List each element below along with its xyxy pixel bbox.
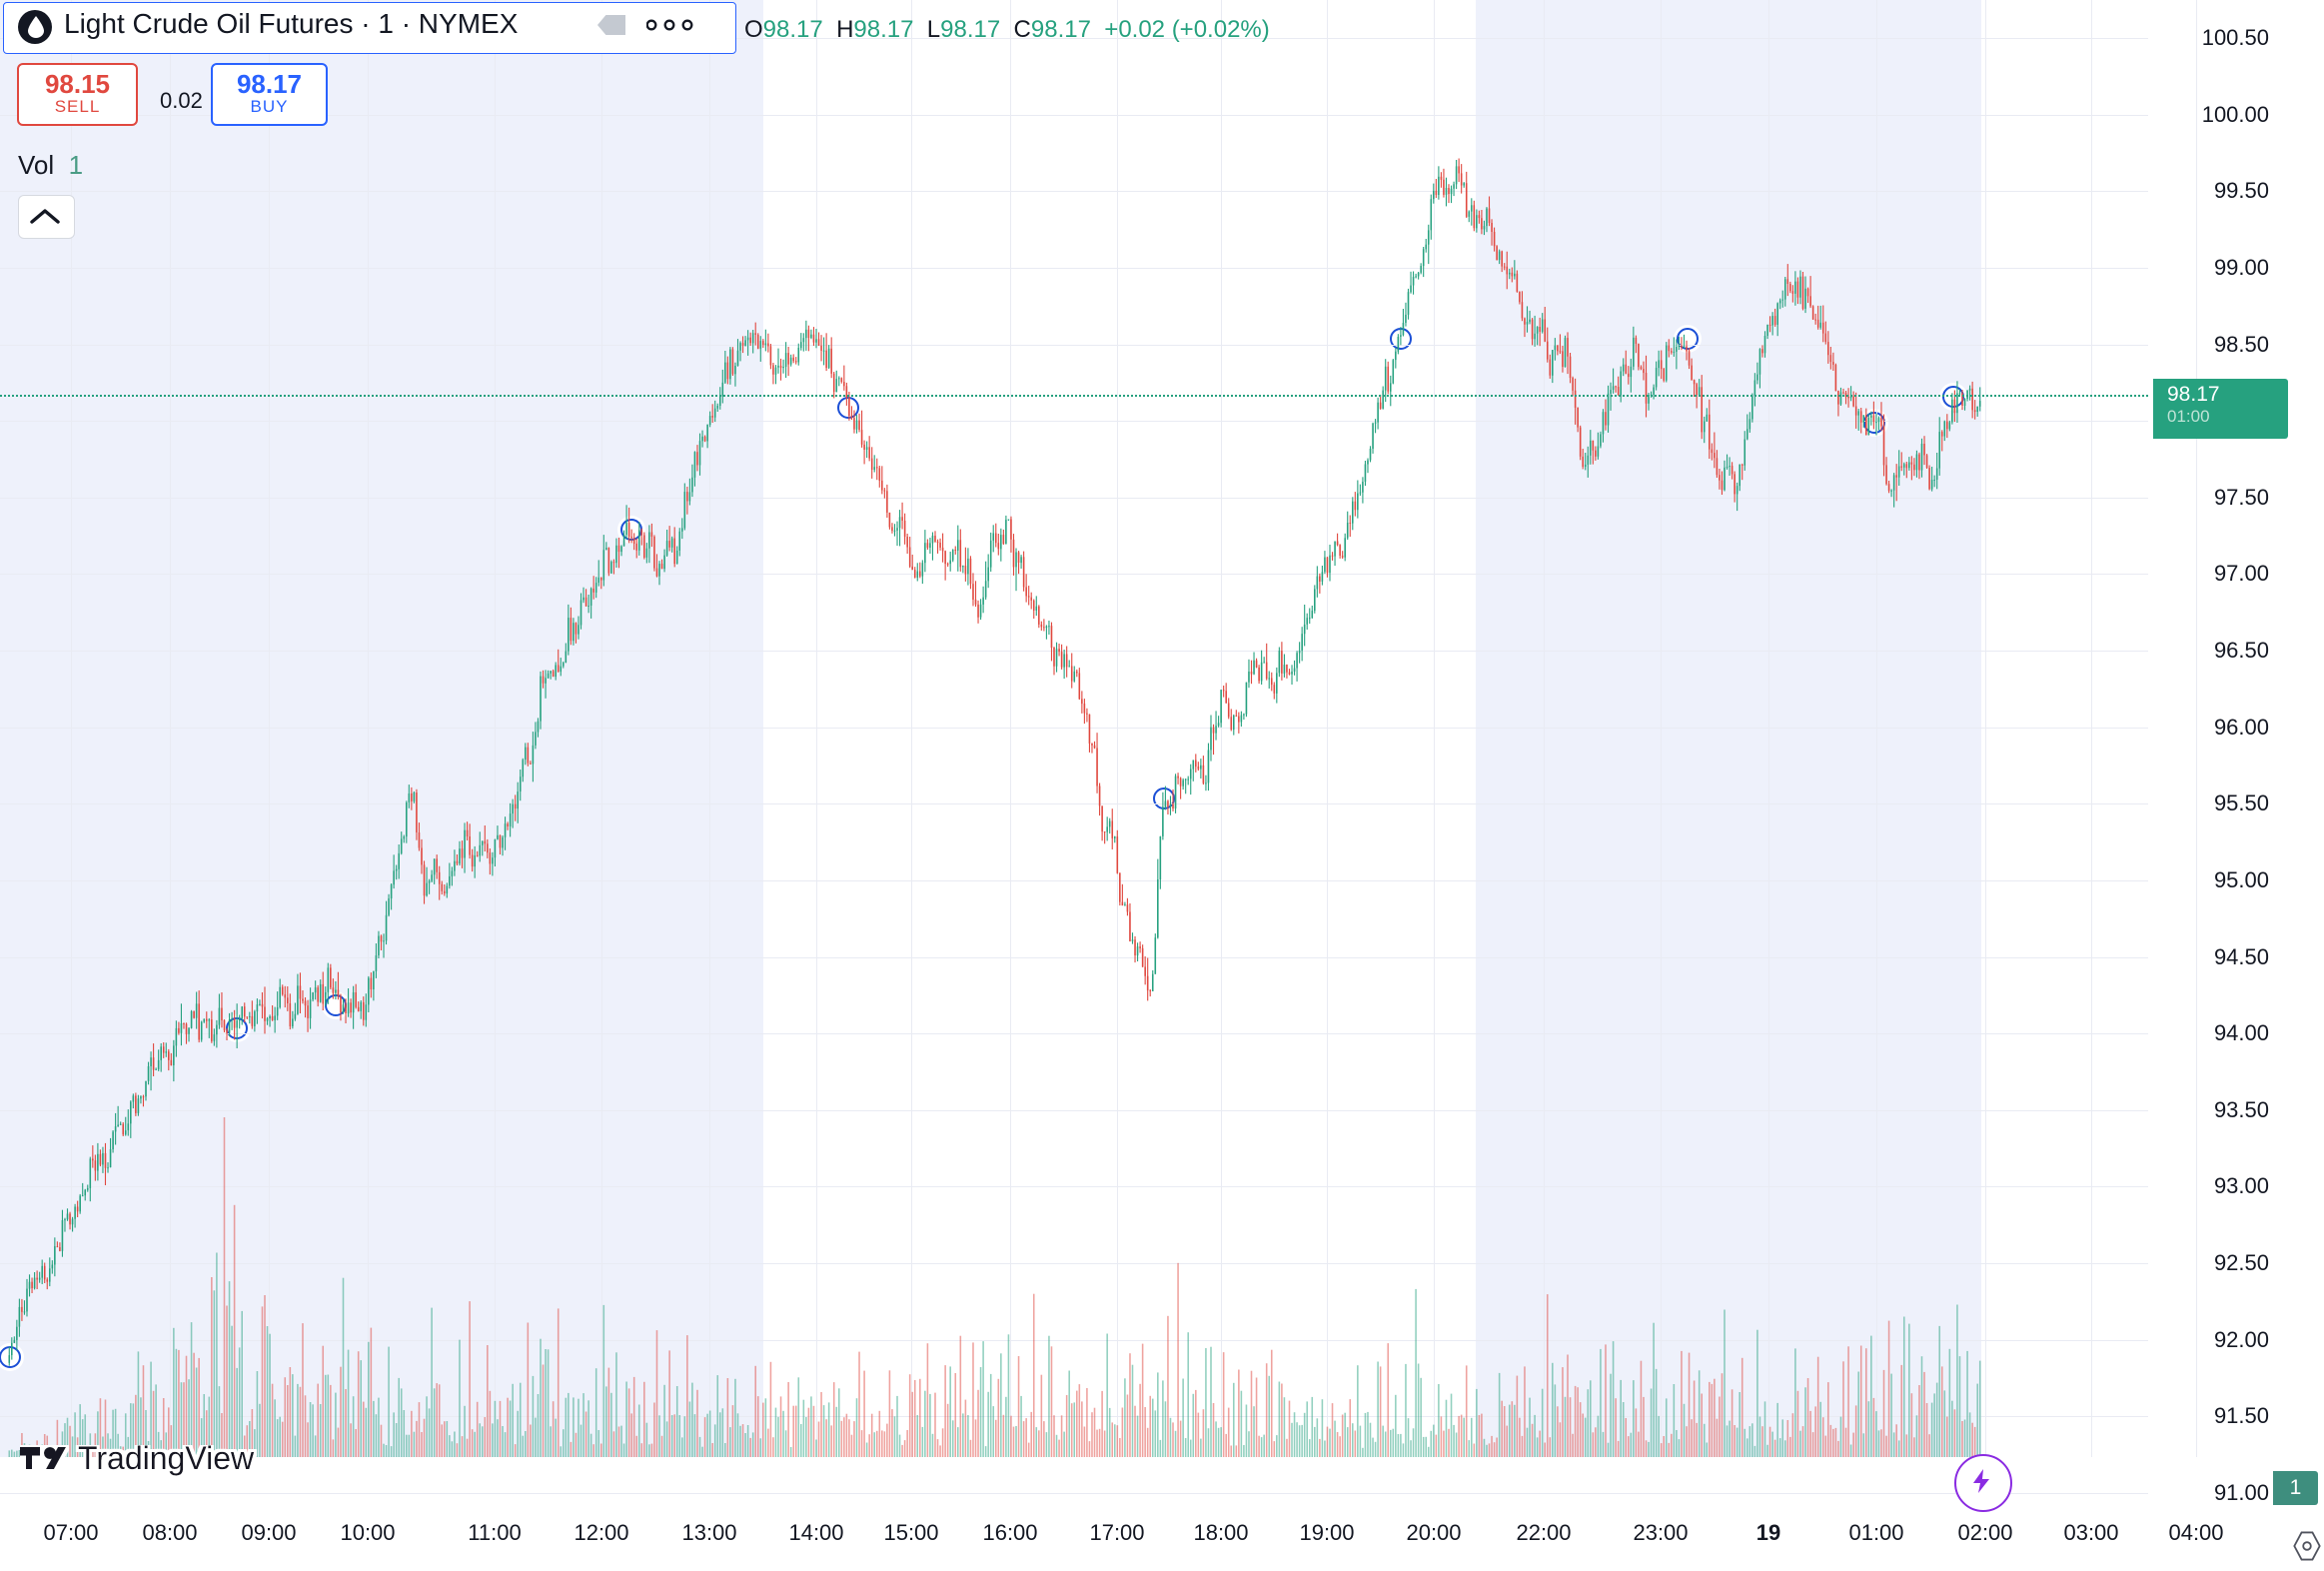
svg-text:TradingView: TradingView bbox=[78, 1445, 255, 1476]
